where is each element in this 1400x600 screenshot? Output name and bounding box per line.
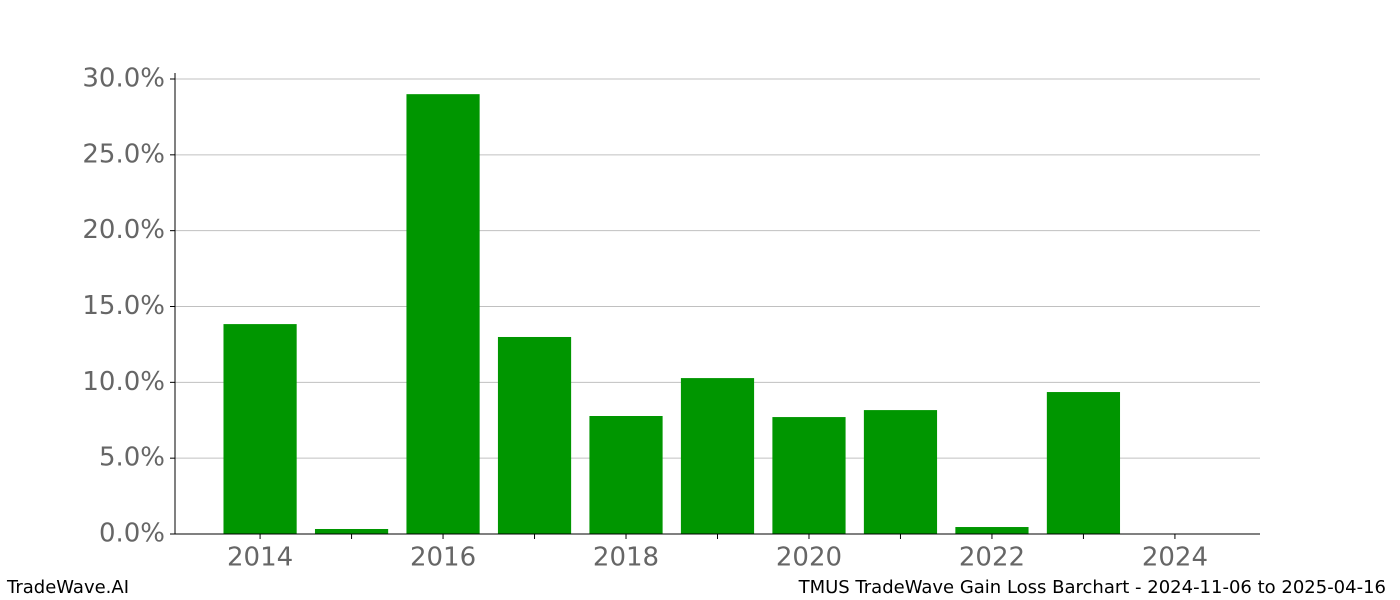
bar (1046, 392, 1121, 534)
y-tick-label: 30.0% (82, 64, 165, 94)
y-tick-label: 15.0% (82, 291, 165, 321)
bar (406, 94, 480, 535)
bar (680, 378, 755, 534)
footer-left: TradeWave.AI (6, 577, 129, 598)
bar (497, 336, 572, 534)
y-tick-label: 10.0% (82, 367, 165, 397)
bar (223, 324, 297, 534)
y-tick-label: 0.0% (99, 519, 165, 549)
bar (314, 528, 389, 534)
y-tick-label: 20.0% (82, 215, 165, 245)
y-tick-label: 25.0% (82, 139, 165, 169)
x-tick-label: 2024 (1142, 543, 1208, 573)
footer-right: TMUS TradeWave Gain Loss Barchart - 2024… (798, 577, 1386, 598)
bar (955, 527, 1029, 534)
x-tick-label: 2020 (776, 543, 842, 573)
x-tick-label: 2014 (227, 543, 293, 573)
bar (589, 416, 663, 534)
y-tick-label: 5.0% (99, 443, 165, 473)
x-tick-label: 2018 (593, 543, 659, 573)
x-tick-label: 2016 (410, 543, 476, 573)
bar (772, 417, 846, 534)
bar (863, 410, 938, 534)
x-tick-label: 2022 (959, 543, 1025, 573)
